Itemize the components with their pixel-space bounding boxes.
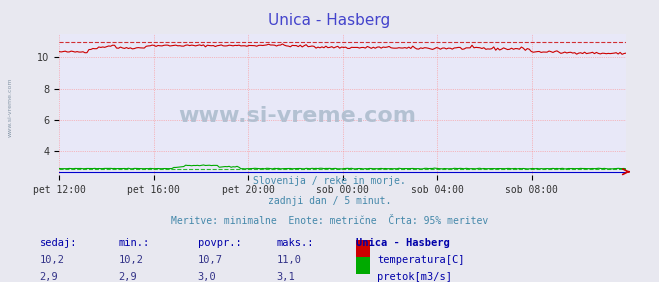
Text: povpr.:: povpr.: xyxy=(198,238,241,248)
Text: 10,7: 10,7 xyxy=(198,255,223,265)
Text: min.:: min.: xyxy=(119,238,150,248)
Text: www.si-vreme.com: www.si-vreme.com xyxy=(179,106,416,125)
Text: Meritve: minimalne  Enote: metrične  Črta: 95% meritev: Meritve: minimalne Enote: metrične Črta:… xyxy=(171,216,488,226)
Text: Slovenija / reke in morje.: Slovenija / reke in morje. xyxy=(253,176,406,186)
Text: pretok[m3/s]: pretok[m3/s] xyxy=(377,272,452,282)
Text: 11,0: 11,0 xyxy=(277,255,302,265)
Text: www.si-vreme.com: www.si-vreme.com xyxy=(8,78,13,137)
Text: sedaj:: sedaj: xyxy=(40,238,77,248)
Text: temperatura[C]: temperatura[C] xyxy=(377,255,465,265)
Text: Unica - Hasberg: Unica - Hasberg xyxy=(268,13,391,28)
Bar xyxy=(356,240,370,257)
Text: 3,1: 3,1 xyxy=(277,272,295,282)
Text: Unica - Hasberg: Unica - Hasberg xyxy=(356,238,449,248)
Text: 2,9: 2,9 xyxy=(40,272,58,282)
Text: 10,2: 10,2 xyxy=(119,255,144,265)
Text: 3,0: 3,0 xyxy=(198,272,216,282)
Text: zadnji dan / 5 minut.: zadnji dan / 5 minut. xyxy=(268,196,391,206)
Text: maks.:: maks.: xyxy=(277,238,314,248)
Bar xyxy=(356,257,370,274)
Text: 2,9: 2,9 xyxy=(119,272,137,282)
Text: 10,2: 10,2 xyxy=(40,255,65,265)
